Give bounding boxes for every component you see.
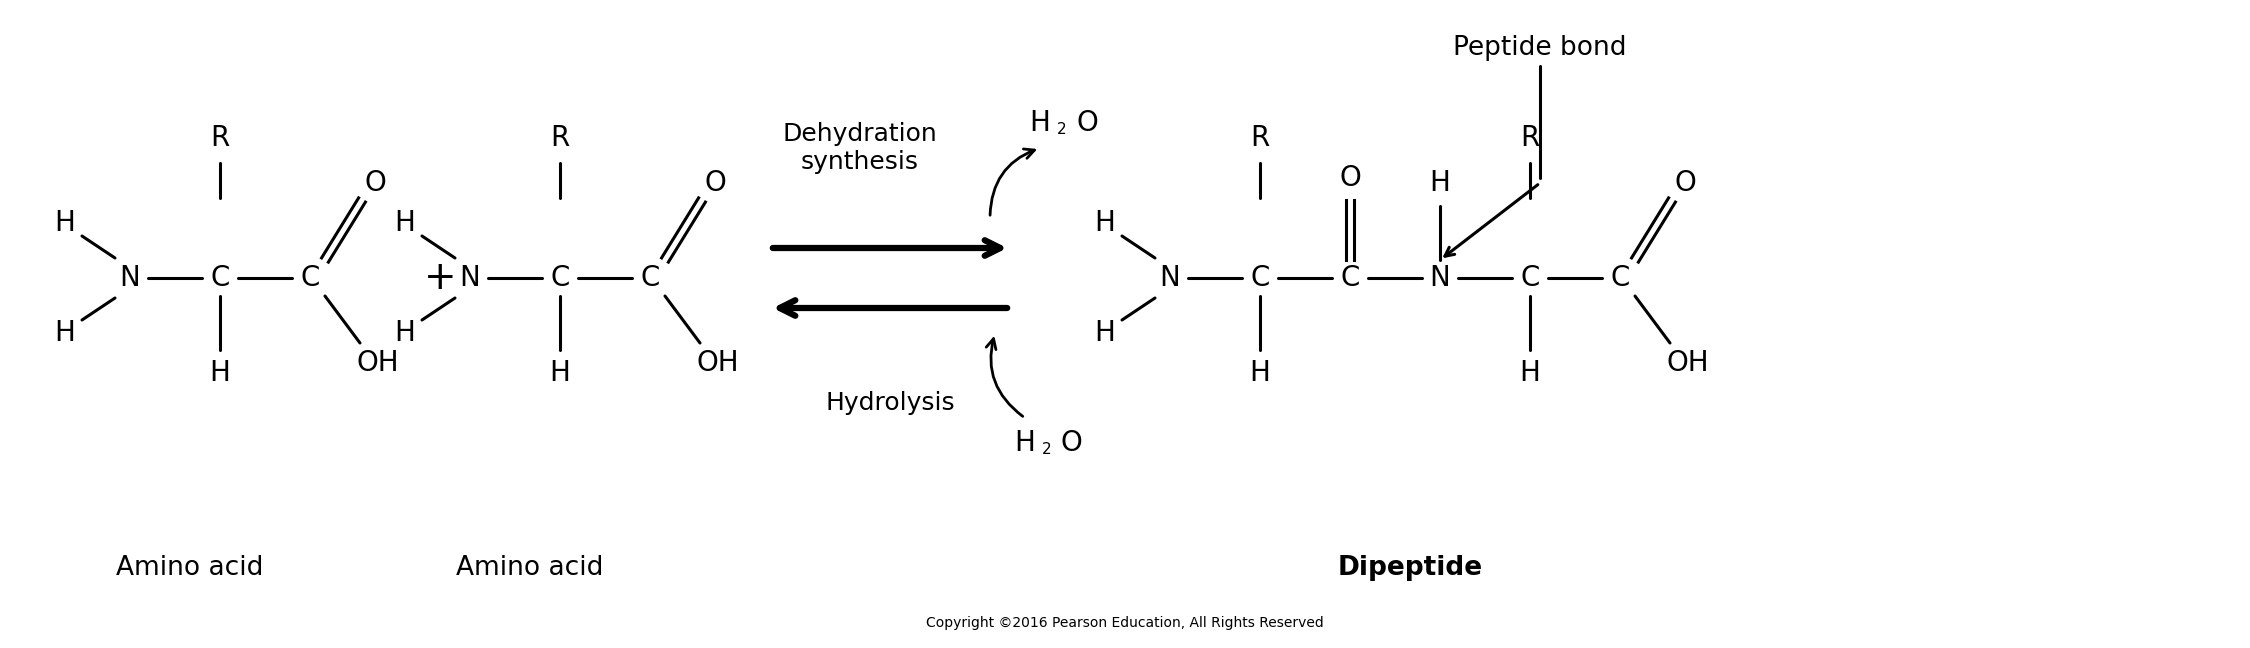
- Text: R: R: [1521, 124, 1539, 152]
- Text: R: R: [1251, 124, 1269, 152]
- Text: H: H: [394, 319, 416, 347]
- Text: Copyright ©2016 Pearson Education, All Rights Reserved: Copyright ©2016 Pearson Education, All R…: [927, 616, 1323, 630]
- Text: N: N: [459, 264, 481, 292]
- Text: H: H: [1249, 359, 1271, 387]
- Text: O: O: [704, 169, 727, 197]
- Text: H: H: [54, 319, 76, 347]
- Text: H: H: [1028, 109, 1051, 137]
- Text: Amino acid: Amino acid: [117, 555, 263, 581]
- Text: 2: 2: [1058, 122, 1066, 137]
- Text: Dipeptide: Dipeptide: [1336, 555, 1483, 581]
- Text: H: H: [1094, 319, 1116, 347]
- Text: R: R: [551, 124, 569, 152]
- Text: C: C: [1521, 264, 1539, 292]
- Text: C: C: [641, 264, 659, 292]
- Text: OH: OH: [698, 349, 740, 377]
- Text: N: N: [1159, 264, 1181, 292]
- Text: Peptide bond: Peptide bond: [1454, 35, 1627, 61]
- Text: O: O: [364, 169, 387, 197]
- Text: O: O: [1076, 109, 1098, 137]
- Text: OH: OH: [358, 349, 398, 377]
- Text: Amino acid: Amino acid: [457, 555, 603, 581]
- Text: Hydrolysis: Hydrolysis: [826, 391, 954, 415]
- Text: N: N: [1429, 264, 1451, 292]
- Text: 2: 2: [1042, 441, 1051, 456]
- Text: H: H: [1094, 209, 1116, 237]
- Text: R: R: [212, 124, 230, 152]
- Text: C: C: [551, 264, 569, 292]
- Text: H: H: [549, 359, 572, 387]
- Text: O: O: [1339, 164, 1361, 192]
- Text: H: H: [394, 209, 416, 237]
- Text: H: H: [1519, 359, 1541, 387]
- Text: H: H: [1015, 429, 1035, 457]
- Text: OH: OH: [1667, 349, 1710, 377]
- Text: H: H: [209, 359, 230, 387]
- Text: C: C: [1341, 264, 1359, 292]
- Text: C: C: [1251, 264, 1269, 292]
- Text: H: H: [54, 209, 76, 237]
- Text: +: +: [423, 259, 457, 297]
- Text: Dehydration
synthesis: Dehydration synthesis: [783, 122, 938, 174]
- Text: N: N: [119, 264, 140, 292]
- Text: O: O: [1062, 429, 1082, 457]
- Text: O: O: [1674, 169, 1696, 197]
- Text: H: H: [1429, 169, 1451, 197]
- Text: C: C: [209, 264, 230, 292]
- Text: C: C: [299, 264, 319, 292]
- Text: C: C: [1611, 264, 1629, 292]
